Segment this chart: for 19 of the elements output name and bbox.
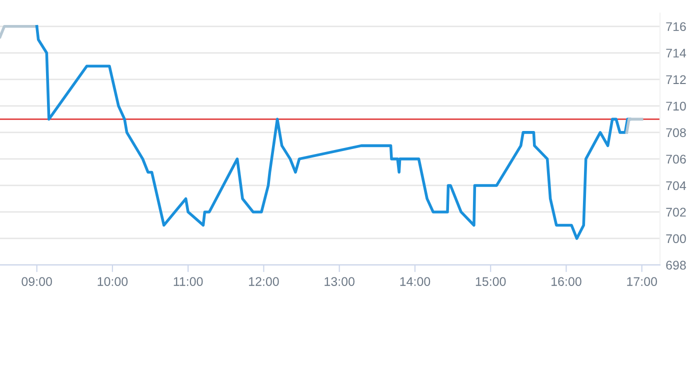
y-tick-label: 702 (666, 208, 686, 217)
y-tick-label: 714 (666, 48, 686, 58)
y-tick-label: 706 (666, 154, 686, 164)
y-tick-label: 704 (666, 181, 686, 190)
y-tick-label: 710 (666, 102, 686, 111)
y-tick-label: 716 (666, 22, 686, 32)
x-tick-label: 11:00 (174, 277, 203, 286)
x-tick-label: 10:00 (98, 277, 128, 286)
y-tick-label: 708 (666, 128, 686, 138)
x-tick-label: 13:00 (324, 277, 354, 286)
x-tick-label: 12:00 (249, 277, 279, 286)
y-tick-label: 698 (666, 260, 686, 270)
x-tick-label: 14:00 (400, 277, 430, 286)
x-tick-label: 16:00 (552, 277, 582, 286)
x-tick-label: 15:00 (476, 277, 506, 286)
x-tick-label: 17:00 (627, 277, 657, 286)
y-tick-label: 700 (666, 234, 686, 244)
y-tick-label: 712 (666, 75, 686, 84)
x-tick-label: 09:00 (22, 277, 52, 286)
